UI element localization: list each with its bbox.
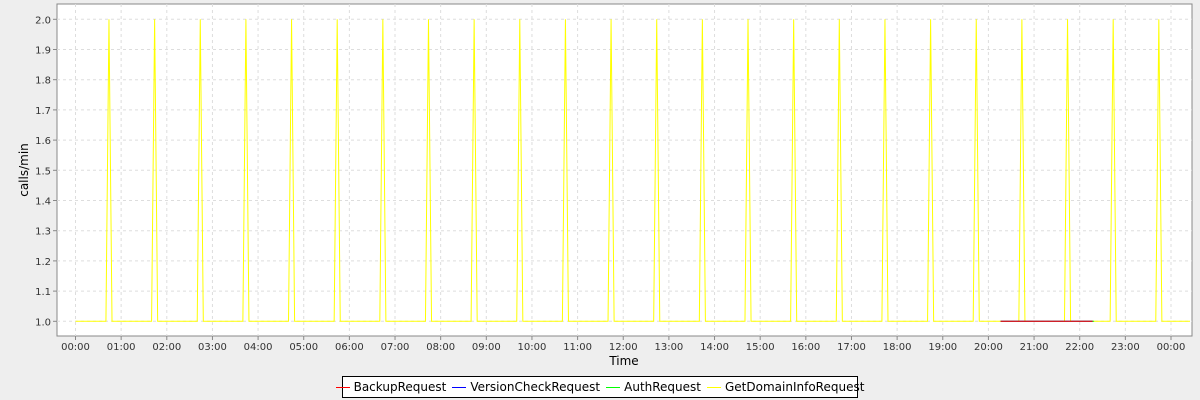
y-tick-label: 1.0 bbox=[35, 317, 51, 328]
y-tick-label: 1.4 bbox=[35, 197, 51, 208]
legend-item: BackupRequest bbox=[335, 380, 447, 394]
x-tick-label: 01:00 bbox=[107, 342, 136, 353]
y-tick-label: 1.2 bbox=[35, 257, 51, 268]
x-tick-label: 21:00 bbox=[1020, 342, 1049, 353]
grid bbox=[57, 4, 1192, 336]
x-tick-label: 14:00 bbox=[700, 342, 729, 353]
legend-swatch bbox=[606, 386, 621, 388]
x-tick-label: 12:00 bbox=[609, 342, 638, 353]
y-tick-label: 1.3 bbox=[35, 227, 51, 238]
x-tick-label: 02:00 bbox=[152, 342, 181, 353]
legend-item: VersionCheckRequest bbox=[452, 380, 600, 394]
x-tick-label: 20:00 bbox=[974, 342, 1003, 353]
legend-label: GetDomainInfoRequest bbox=[725, 380, 865, 394]
y-tick-label: 1.5 bbox=[35, 166, 51, 177]
series-lines bbox=[75, 19, 1190, 322]
y-axis-label: calls/min bbox=[17, 143, 31, 197]
y-tick-label: 1.6 bbox=[35, 136, 51, 147]
x-tick-label: 03:00 bbox=[198, 342, 227, 353]
y-tick-label: 1.8 bbox=[35, 76, 51, 87]
legend-label: AuthRequest bbox=[624, 380, 701, 394]
x-tick-label: 13:00 bbox=[654, 342, 683, 353]
legend-label: BackupRequest bbox=[353, 380, 447, 394]
x-axis-label: Time bbox=[608, 354, 638, 368]
x-tick-label: 11:00 bbox=[563, 342, 592, 353]
legend-swatch bbox=[452, 386, 467, 388]
y-tick-label: 1.9 bbox=[35, 46, 51, 57]
x-tick-label: 10:00 bbox=[518, 342, 547, 353]
y-tick-label: 1.7 bbox=[35, 106, 51, 117]
x-tick-label: 00:00 bbox=[61, 342, 90, 353]
x-tick-label: 18:00 bbox=[883, 342, 912, 353]
x-tick-label: 22:00 bbox=[1065, 342, 1094, 353]
x-tick-label: 06:00 bbox=[335, 342, 364, 353]
legend-swatch bbox=[707, 386, 721, 388]
x-axis: 00:00 01:00 02:00 03:00 04:00 05:00 06:00 07:00… bbox=[61, 336, 1185, 353]
x-tick-label: 23:00 bbox=[1111, 342, 1140, 353]
legend: BackupRequest VersionCheckRequest AuthRequ… bbox=[335, 376, 864, 398]
legend-swatch bbox=[335, 386, 350, 388]
x-tick-label: 15:00 bbox=[746, 342, 775, 353]
x-tick-label: 19:00 bbox=[928, 342, 957, 353]
y-tick-label: 2.0 bbox=[35, 15, 51, 26]
x-tick-label: 07:00 bbox=[381, 342, 410, 353]
legend-item: GetDomainInfoRequest bbox=[707, 380, 864, 394]
y-tick-label: 1.1 bbox=[35, 287, 51, 298]
x-tick-label: 05:00 bbox=[289, 342, 318, 353]
x-tick-label: 09:00 bbox=[472, 342, 501, 353]
x-tick-label: 17:00 bbox=[837, 342, 866, 353]
legend-label: VersionCheckRequest bbox=[470, 380, 601, 394]
x-tick-label: 04:00 bbox=[244, 342, 273, 353]
x-tick-label: 08:00 bbox=[426, 342, 455, 353]
y-axis: 1.0 1.1 1.2 1.3 1.4 1.5 1.6 1.7 1.8 1.9 2.0 bbox=[35, 15, 57, 328]
legend-item: AuthRequest bbox=[606, 380, 701, 394]
x-tick-label: 16:00 bbox=[791, 342, 820, 353]
x-tick-label: 00:00 bbox=[1157, 342, 1186, 353]
